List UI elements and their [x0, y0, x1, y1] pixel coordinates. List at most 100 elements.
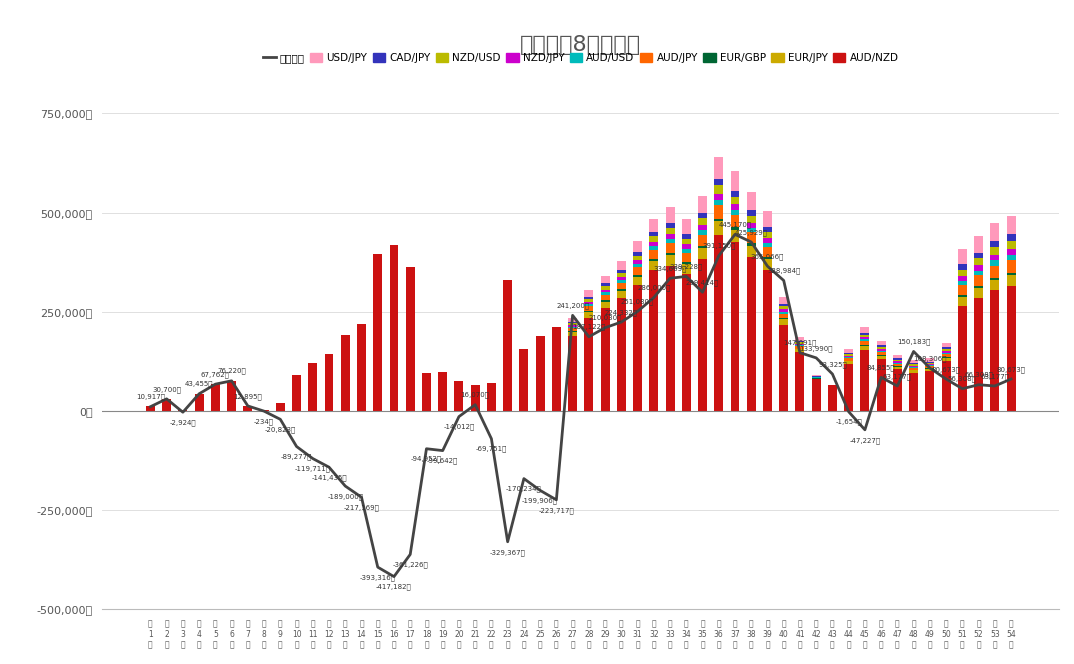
Legend: 現実利益, USD/JPY, CAD/JPY, NZD/USD, NZD/JPY, AUD/USD, AUD/JPY, EUR/GBP, EUR/JPY, AU: 現実利益, USD/JPY, CAD/JPY, NZD/USD, NZD/JPY…	[259, 49, 902, 68]
Text: 425,929円: 425,929円	[735, 229, 768, 236]
Bar	[892, 383, 902, 411]
Bar	[910, 365, 918, 366]
Bar	[796, 349, 804, 352]
Bar	[698, 218, 707, 225]
Text: -2,924円: -2,924円	[170, 420, 197, 426]
Bar	[568, 323, 577, 325]
Bar	[763, 248, 772, 257]
Text: 43,455円: 43,455円	[185, 381, 214, 388]
Bar	[714, 179, 723, 185]
Bar	[714, 221, 723, 235]
Bar	[714, 194, 723, 200]
Bar	[730, 242, 740, 316]
Bar	[682, 264, 691, 274]
Text: -94,952円: -94,952円	[411, 456, 442, 463]
Text: 187,122円: 187,122円	[572, 324, 606, 331]
Text: 365,066円: 365,066円	[751, 253, 784, 260]
Text: 76,220円: 76,220円	[217, 368, 246, 374]
現実利益	[680, 272, 693, 280]
Text: 299,414円: 299,414円	[686, 280, 720, 286]
Bar	[958, 285, 967, 295]
Title: トラリピ8通貨投資: トラリピ8通貨投資	[520, 35, 641, 55]
Bar	[730, 171, 740, 191]
Bar	[876, 347, 886, 349]
Bar	[666, 239, 674, 244]
Text: -47,227円: -47,227円	[850, 437, 881, 444]
Text: 63,177円: 63,177円	[883, 373, 912, 380]
Bar	[974, 253, 983, 258]
Bar	[276, 403, 285, 411]
Bar	[650, 219, 658, 232]
Bar	[844, 361, 853, 365]
Bar	[616, 273, 626, 277]
Bar	[600, 276, 610, 284]
Bar	[552, 327, 561, 411]
Bar	[682, 332, 691, 411]
Bar	[584, 302, 593, 304]
Bar	[942, 361, 950, 377]
Bar	[892, 369, 902, 383]
Bar	[763, 238, 772, 243]
Bar	[926, 365, 934, 367]
Bar	[730, 215, 740, 227]
Text: -393,316円: -393,316円	[360, 574, 395, 581]
Bar	[584, 290, 593, 297]
Bar	[666, 234, 674, 239]
Bar	[974, 286, 983, 288]
現実利益	[1004, 375, 1017, 383]
Bar	[780, 307, 788, 309]
Bar	[633, 241, 642, 252]
Bar	[974, 270, 983, 276]
Bar	[1006, 286, 1016, 347]
Bar	[763, 243, 772, 248]
Text: -189,000円: -189,000円	[328, 493, 363, 500]
Bar	[892, 359, 902, 360]
現実利益	[632, 307, 644, 315]
Bar	[990, 280, 999, 290]
Bar	[990, 290, 999, 349]
Bar	[974, 266, 983, 270]
Bar	[958, 276, 967, 281]
Bar	[958, 250, 967, 264]
Bar	[763, 227, 772, 232]
Bar	[584, 297, 593, 299]
現実利益	[728, 230, 741, 238]
Text: 84,855円: 84,855円	[867, 365, 896, 371]
Bar	[990, 266, 999, 278]
Bar	[892, 355, 902, 359]
Text: 334,669円: 334,669円	[653, 266, 686, 272]
Bar	[633, 276, 642, 285]
Bar	[910, 360, 918, 363]
Bar	[942, 354, 950, 357]
Bar	[1006, 260, 1016, 273]
Bar	[244, 406, 252, 411]
Bar	[763, 270, 772, 332]
Bar	[600, 308, 610, 349]
Bar	[454, 381, 463, 411]
Bar	[650, 250, 658, 259]
Bar	[990, 223, 999, 241]
Text: 328,984円: 328,984円	[767, 268, 800, 274]
Bar	[730, 230, 740, 242]
Bar	[860, 341, 869, 345]
Text: 445,170円: 445,170円	[719, 221, 752, 228]
Text: 80,673円: 80,673円	[997, 366, 1026, 373]
Bar	[536, 337, 545, 411]
Text: -89,277円: -89,277円	[281, 454, 313, 460]
Bar	[844, 353, 853, 355]
Bar	[844, 365, 853, 379]
Text: -417,182円: -417,182円	[376, 584, 411, 590]
Bar	[698, 248, 707, 260]
Bar	[1006, 273, 1016, 276]
Bar	[714, 157, 723, 179]
Bar	[568, 332, 577, 336]
Bar	[763, 332, 772, 411]
Bar	[796, 367, 804, 411]
Bar	[958, 264, 967, 270]
Bar	[926, 364, 934, 365]
Bar	[357, 324, 366, 411]
Bar	[860, 371, 869, 411]
Text: 80,673円: 80,673円	[931, 366, 960, 373]
Text: -217,169円: -217,169円	[344, 505, 379, 511]
Bar	[860, 345, 869, 346]
